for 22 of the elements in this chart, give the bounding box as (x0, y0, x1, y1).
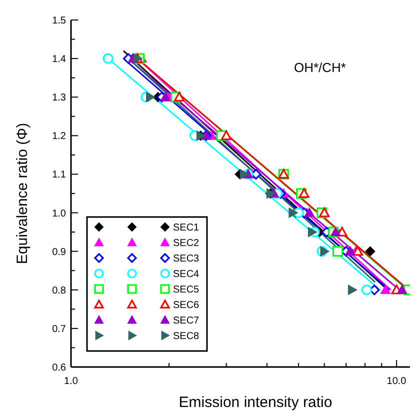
x-tick-label: 10.0 (386, 376, 407, 387)
legend-label: SEC1 (173, 222, 200, 234)
y-tick-label: 1.2 (52, 131, 66, 142)
legend-label: SEC8 (173, 331, 200, 342)
legend-label: SEC5 (173, 284, 200, 296)
y-tick-label: 1.4 (52, 54, 66, 66)
legend-label: SEC6 (173, 300, 200, 311)
legend-label: SEC7 (173, 316, 200, 326)
y-tick-label: 1.5 (52, 16, 66, 26)
x-axis-title: Emission intensity ratio (178, 394, 332, 411)
y-tick-label: 1.0 (52, 208, 66, 220)
y-tick-label: 0.9 (52, 246, 66, 258)
text: OH*/CH* (294, 60, 346, 75)
y-tick-label: 0.8 (52, 285, 66, 296)
legend-label: SEC4 (173, 269, 200, 280)
y-tick-label: 1.3 (52, 92, 66, 104)
legend-label: SEC2 (173, 238, 200, 249)
y-tick-label: 1.1 (52, 170, 66, 181)
legend-label: SEC3 (173, 254, 200, 264)
y-axis-title: Equivalence ratio (Φ) (14, 122, 31, 264)
y-tick-label: 0.6 (52, 362, 66, 374)
y-tick-label: 0.7 (52, 324, 66, 335)
